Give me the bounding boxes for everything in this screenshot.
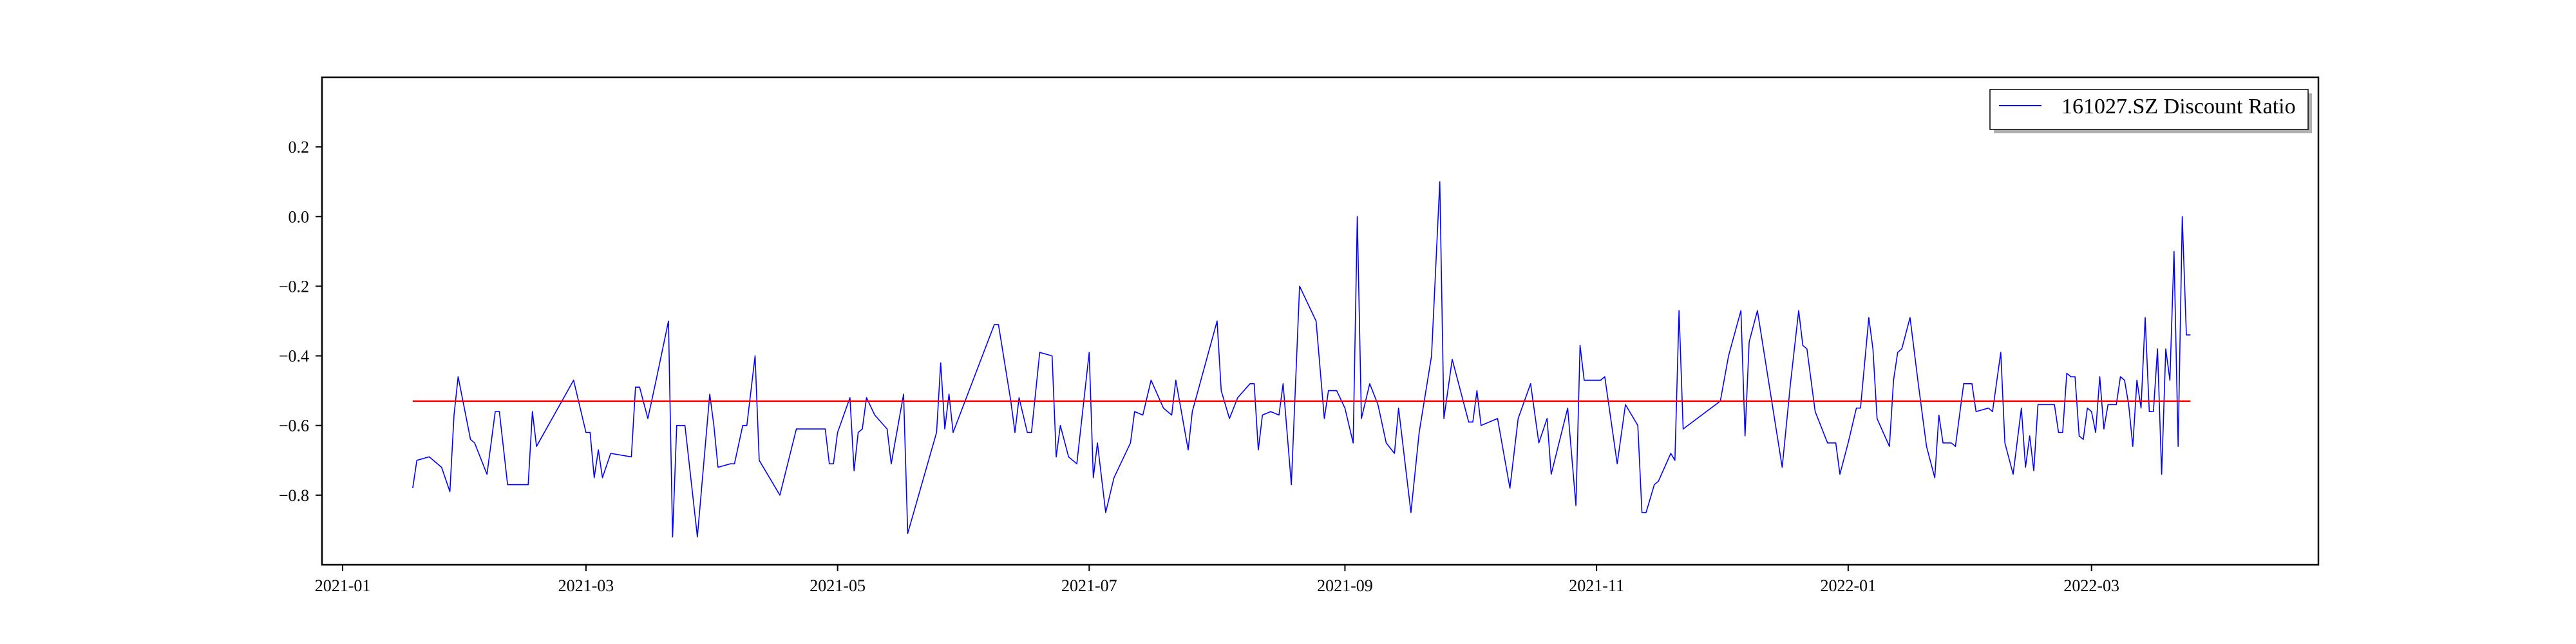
y-tick-label: −0.4 (279, 347, 309, 366)
x-tick-label: 2021-09 (1317, 576, 1373, 595)
x-tick-label: 2022-03 (2063, 576, 2119, 595)
x-tick-label: 2022-01 (1820, 576, 1876, 595)
axes-frame (321, 76, 2320, 566)
y-tick-label: −0.6 (279, 417, 309, 435)
legend: 161027.SZ Discount Ratio (1989, 89, 2312, 133)
plot-area (322, 77, 2318, 565)
legend-label: 161027.SZ Discount Ratio (2061, 95, 2296, 118)
series-layer (412, 181, 2191, 538)
legend-box (1989, 89, 2309, 130)
x-tick-label: 2021-11 (1569, 576, 1624, 595)
y-tick-label: −0.8 (279, 486, 309, 505)
y-tick-label: 0.0 (289, 207, 310, 226)
series-line (412, 181, 2191, 538)
x-tick-label: 2021-01 (315, 576, 371, 595)
y-tick-label: 0.2 (289, 138, 310, 156)
y-axis-ticks: 0.2 0.0 −0.2 −0.4 −0.6 −0.8 (279, 138, 322, 505)
y-tick-label: −0.2 (279, 277, 309, 296)
x-tick-label: 2021-07 (1061, 576, 1117, 595)
x-axis-ticks: 2021-01 2021-03 2021-05 2021-07 2021-09 2021-… (315, 565, 2119, 595)
x-tick-label: 2021-03 (558, 576, 614, 595)
x-tick-label: 2021-05 (810, 576, 866, 595)
